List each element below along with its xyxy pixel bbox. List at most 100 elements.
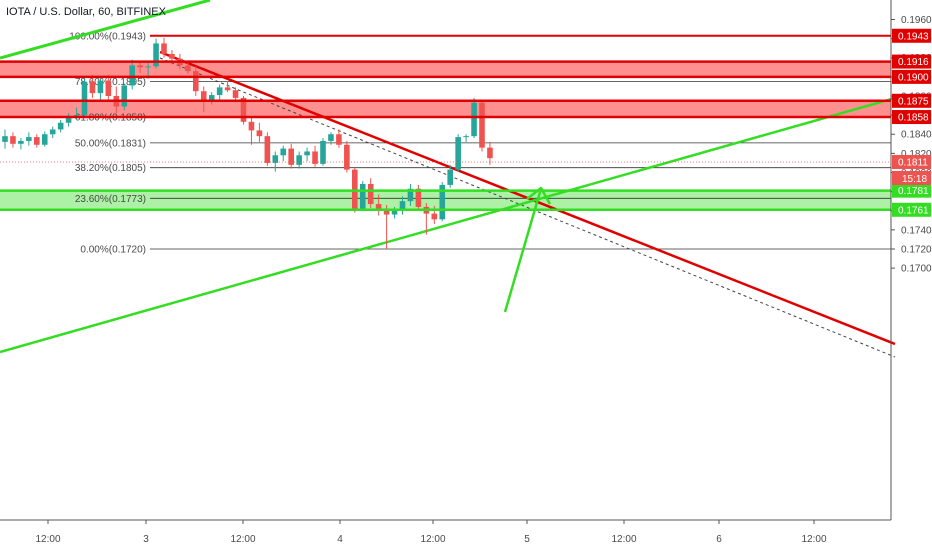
candle-body xyxy=(26,137,32,141)
time-tick-label: 6 xyxy=(716,534,722,545)
candle-body xyxy=(137,65,143,68)
candle-body xyxy=(105,80,112,96)
candle-body xyxy=(359,183,366,209)
candle-body xyxy=(431,213,438,220)
candle-body xyxy=(169,53,175,59)
candle-body xyxy=(272,155,279,163)
price-tag-box xyxy=(892,154,931,169)
candle-body xyxy=(367,183,374,205)
candle-body xyxy=(208,95,215,100)
candle-body xyxy=(10,136,16,144)
time-tick-label: 3 xyxy=(143,534,149,545)
candle-body xyxy=(447,169,453,185)
candle-body xyxy=(97,80,104,94)
candle-body xyxy=(224,87,231,91)
candle-body xyxy=(399,201,406,211)
support-zone-3 xyxy=(0,190,891,210)
candle-body xyxy=(34,137,40,145)
time-tick-label: 12:00 xyxy=(420,534,445,545)
candle-body xyxy=(2,136,8,142)
candle-body xyxy=(455,137,461,170)
price-tag-label: 0.1781 xyxy=(898,186,929,197)
resistance-zone-2 xyxy=(0,100,891,118)
resistance-zone-1 xyxy=(0,61,891,77)
candlestick-series xyxy=(2,37,493,249)
candle-body xyxy=(153,43,159,67)
candle-body xyxy=(415,188,422,207)
price-tick-label: 0.1740 xyxy=(901,225,932,236)
time-tick-label: 12:00 xyxy=(801,534,826,545)
price-tag-box xyxy=(892,202,931,217)
candle-body xyxy=(193,71,199,92)
price-tick-label: 0.1720 xyxy=(901,244,932,255)
price-tag-label: 0.1811 xyxy=(898,157,928,168)
price-tag-box xyxy=(892,183,931,198)
candle-body xyxy=(336,134,342,145)
fib-level-label: 0.00%(0.1720) xyxy=(80,244,146,255)
green-ascending-trendline xyxy=(0,96,896,354)
chart-title: IOTA / U.S. Dollar, 60, BITFINEX xyxy=(6,6,166,18)
fib-level-label: 50.00%(0.1831) xyxy=(75,138,146,149)
zones-layer xyxy=(0,61,891,210)
candle-body xyxy=(407,188,414,202)
candle-body xyxy=(57,122,64,130)
candle-body xyxy=(328,134,334,141)
candle-body xyxy=(352,169,358,209)
fib-level-label: 38.20%(0.1805) xyxy=(75,163,146,174)
candle-body xyxy=(185,65,191,72)
candle-body xyxy=(312,151,318,164)
candle-body xyxy=(280,148,287,156)
green-channel-upper-line xyxy=(0,0,211,60)
candle-body xyxy=(479,102,485,148)
candle-body xyxy=(463,136,469,138)
candle-body xyxy=(145,66,151,68)
price-tag-label: 0.1875 xyxy=(898,96,929,107)
time-tick-label: 12:00 xyxy=(230,534,255,545)
price-tag-label: 0.1761 xyxy=(898,205,929,216)
candle-body xyxy=(487,147,493,159)
price-tag-label: 0.1900 xyxy=(898,72,929,83)
price-tag-label: 0.1916 xyxy=(898,57,929,68)
candle-body xyxy=(121,85,128,107)
candle-body xyxy=(89,81,96,94)
candle-body xyxy=(296,155,302,165)
projection-arrow-line xyxy=(503,191,542,313)
price-tag-box xyxy=(892,93,931,108)
candle-body xyxy=(391,210,398,215)
candle-body xyxy=(320,140,326,164)
fib-level-label: 100.00%(0.1943) xyxy=(69,31,146,42)
countdown-label: 15:18 xyxy=(902,174,927,185)
price-tick-label: 0.1840 xyxy=(901,130,932,141)
zone-borders-layer xyxy=(0,60,891,212)
candle-body xyxy=(65,117,72,123)
price-tick-label: 0.1700 xyxy=(901,264,932,275)
candle-body xyxy=(41,134,48,145)
candle-body xyxy=(256,130,263,137)
price-tag-box xyxy=(892,69,931,84)
candle-body xyxy=(344,144,350,170)
candle-body xyxy=(471,102,477,137)
price-tag-box xyxy=(892,110,931,125)
candle-body xyxy=(383,209,390,215)
time-tick-label: 4 xyxy=(337,534,343,545)
candle-body xyxy=(161,43,167,54)
projection-arrow-head xyxy=(526,186,552,205)
candle-body xyxy=(439,184,446,220)
candle-body xyxy=(49,129,56,135)
countdown-box xyxy=(892,170,931,185)
fib-level-label: 23.60%(0.1773) xyxy=(75,194,146,205)
candle-body xyxy=(288,148,294,165)
candle-body xyxy=(264,136,271,163)
candle-body xyxy=(129,65,135,86)
candle-body xyxy=(248,121,255,131)
candle-body xyxy=(240,97,247,122)
price-tag-box xyxy=(892,28,931,43)
time-tick-label: 5 xyxy=(524,534,530,545)
price-tags: 0.1943 0.1916 0.1900 0.1875 0.1858 0.1811 0.17… xyxy=(892,28,931,217)
price-tag-label: 0.1943 xyxy=(898,31,929,42)
candle-body xyxy=(81,81,88,116)
price-tick-label: 0.1960 xyxy=(901,15,932,26)
price-tag-label: 0.1858 xyxy=(898,113,929,124)
time-tick-label: 12:00 xyxy=(611,534,636,545)
